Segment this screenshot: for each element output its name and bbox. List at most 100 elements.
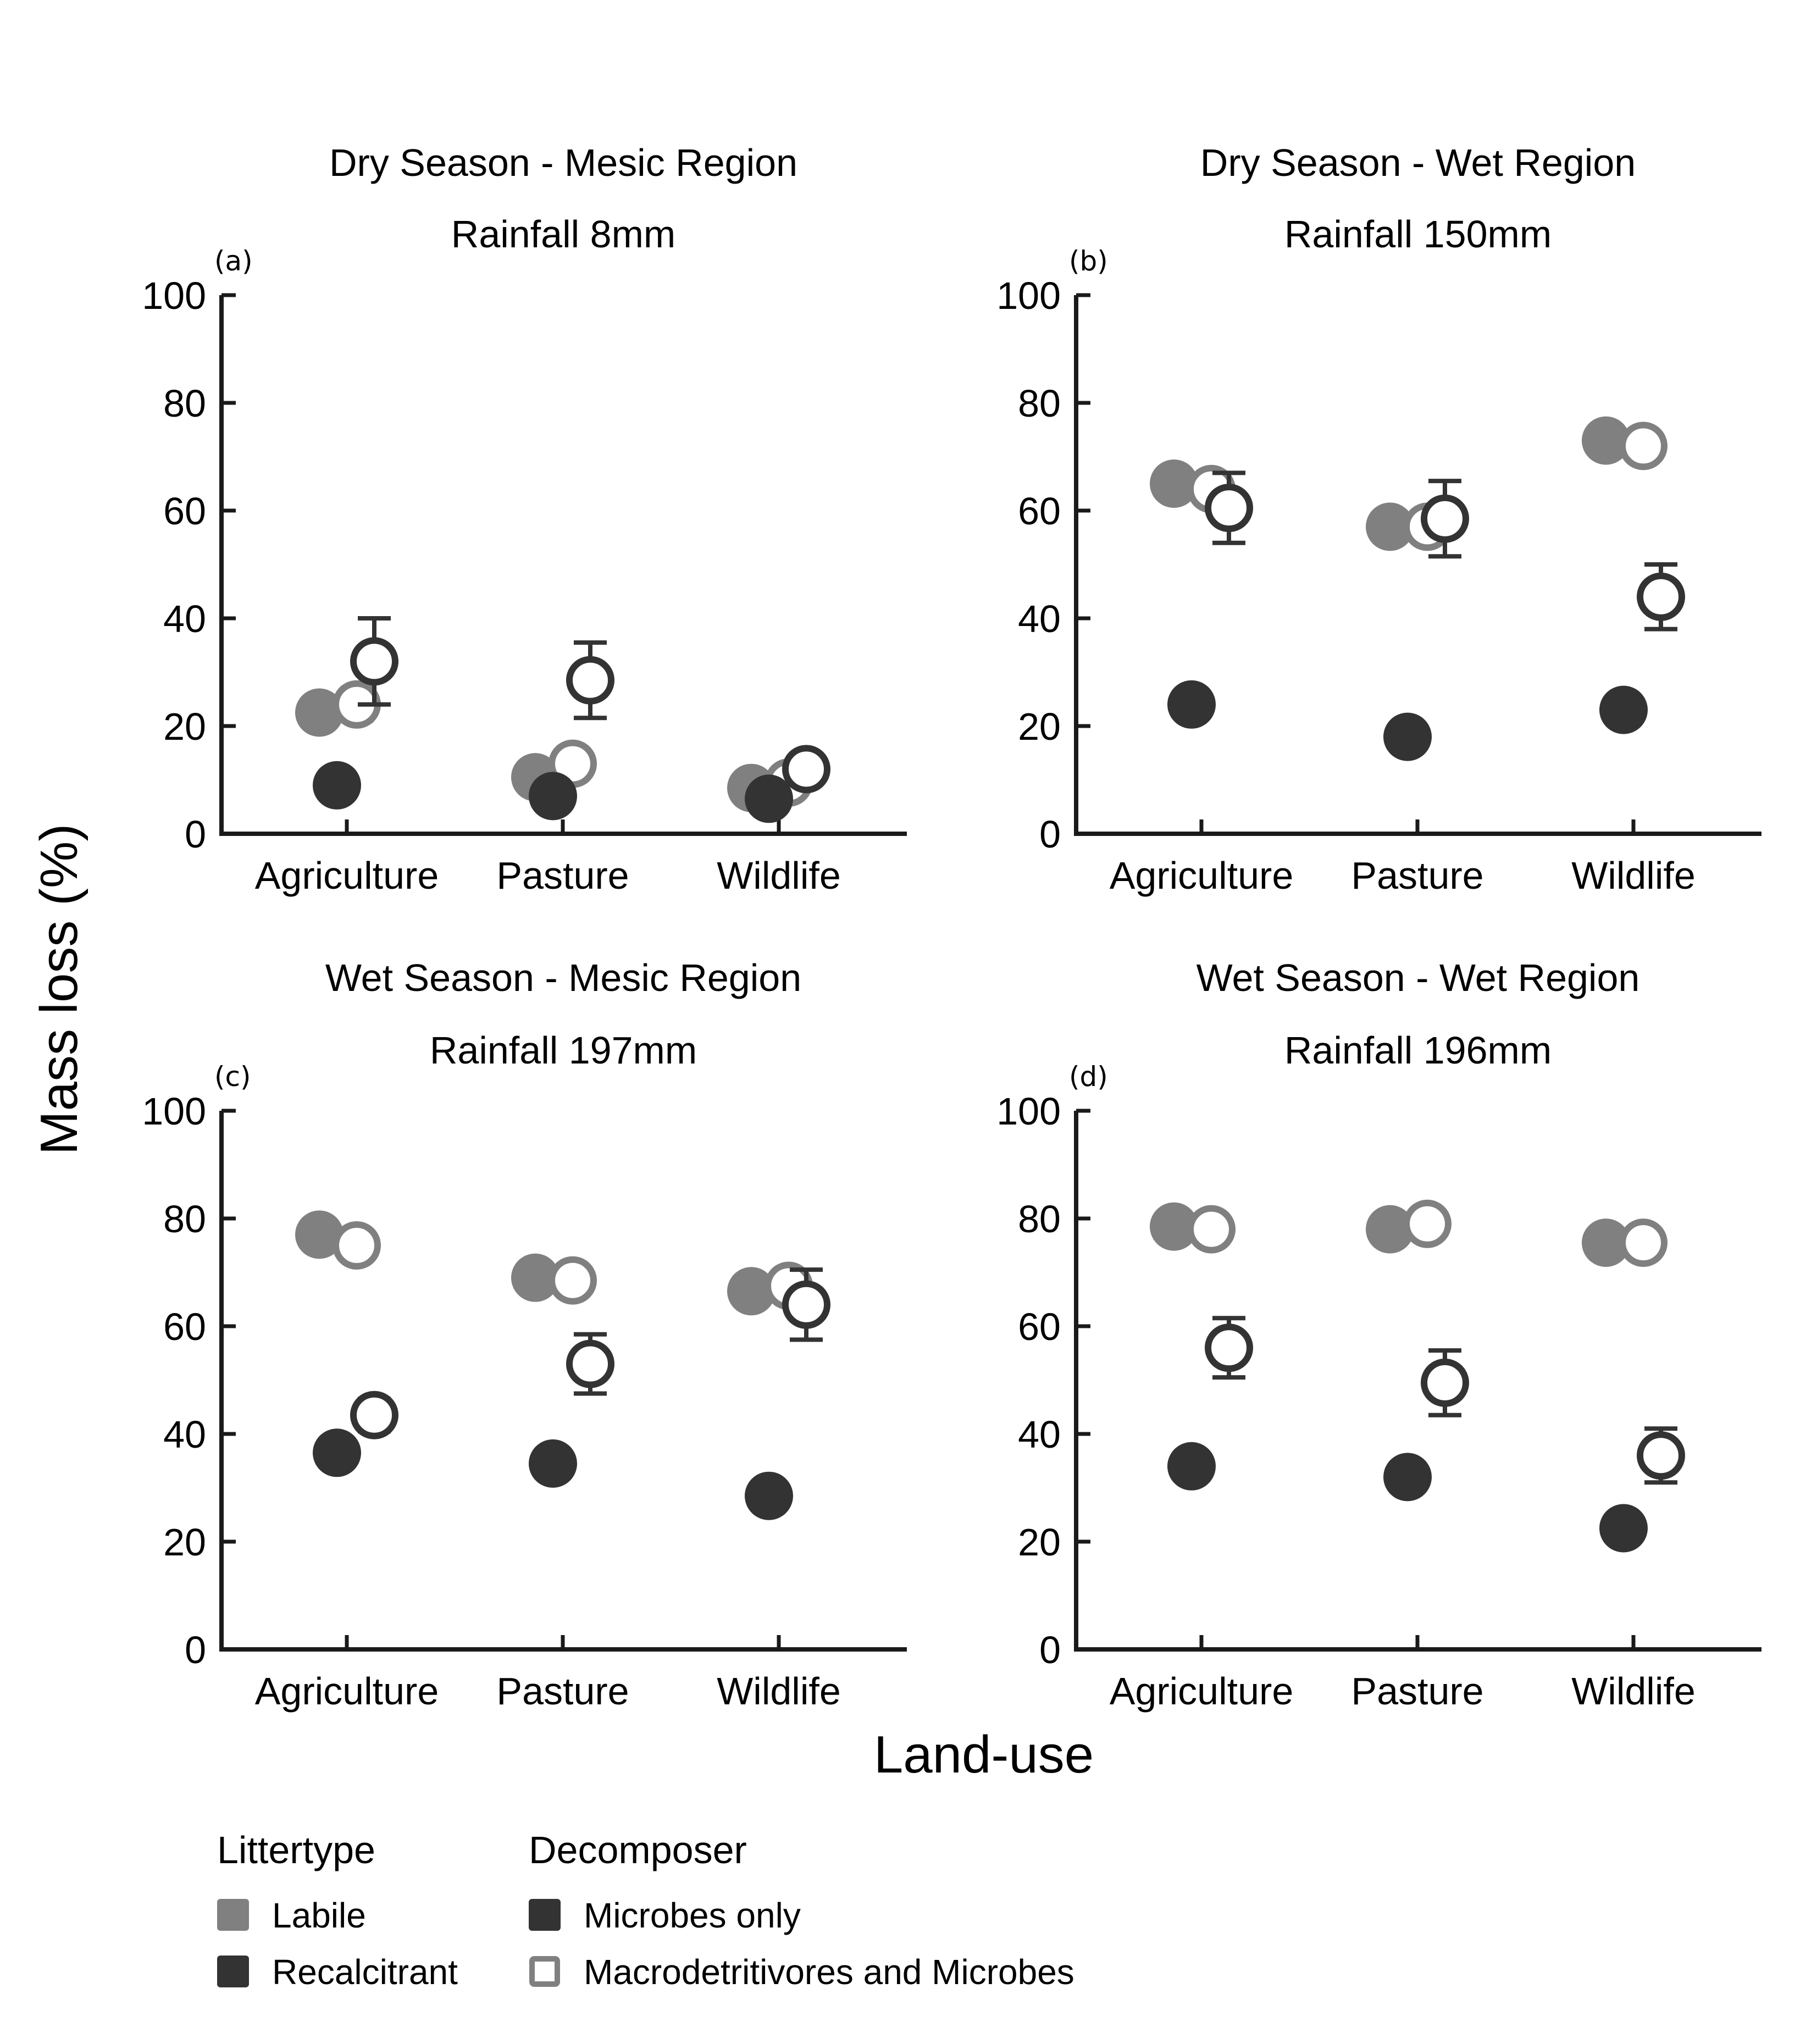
panel-title: Wet Season - Mesic Region (325, 956, 801, 999)
y-tick-label: 80 (163, 382, 206, 425)
legend-label-macrodetritivores: Macrodetritivores and Microbes (584, 1952, 1074, 1992)
y-tick-label: 80 (1018, 382, 1061, 425)
panel-title: Wet Season - Wet Region (1196, 956, 1640, 999)
y-tick-label: 100 (996, 1090, 1061, 1133)
y-tick-label: 20 (163, 1521, 206, 1564)
y-tick-label: 60 (1018, 490, 1061, 533)
legend-label-labile: Labile (272, 1896, 366, 1935)
point-labile-macro-agriculture (1187, 1205, 1236, 1254)
point-recalcitrant-macro-pasture (566, 1339, 614, 1388)
legend-swatch-microbes-only (529, 1899, 561, 1931)
y-tick-label: 20 (163, 705, 206, 748)
point-labile-microbes-agriculture (295, 1210, 344, 1259)
legend-title-littertype: Littertype (217, 1829, 375, 1871)
y-tick-label: 0 (1039, 813, 1061, 856)
point-recalcitrant-microbes-agriculture (313, 1428, 361, 1477)
y-tick-label: 40 (1018, 597, 1061, 640)
y-tick-label: 60 (1018, 1305, 1061, 1348)
y-tick-label: 80 (1018, 1198, 1061, 1240)
x-tick-label-agriculture: Agriculture (1110, 854, 1294, 897)
y-axis-title: Mass loss (%) (30, 824, 88, 1155)
point-recalcitrant-macro-wildlife (1637, 1431, 1685, 1480)
point-labile-microbes-agriculture (295, 688, 344, 737)
legend-label-recalcitrant: Recalcitrant (272, 1952, 458, 1992)
point-recalcitrant-macro-pasture (1421, 1358, 1469, 1407)
legend-label-microbes-only: Microbes only (584, 1896, 801, 1935)
panel-tag: (b) (1069, 245, 1108, 277)
y-tick-label: 100 (142, 274, 206, 317)
point-labile-microbes-wildlife (1582, 1218, 1630, 1267)
point-recalcitrant-microbes-pasture (529, 1439, 577, 1488)
x-tick-label-pasture: Pasture (1351, 1670, 1483, 1713)
panel-title: Dry Season - Mesic Region (329, 141, 797, 184)
panel-b: Dry Season - Wet Region Rainfall 150mm (b)… (996, 141, 1761, 897)
point-labile-microbes-pasture (511, 1253, 559, 1302)
panel-subtitle: Rainfall 150mm (1284, 213, 1552, 256)
legend: Littertype Labile Recalcitrant Decompose… (217, 1829, 1074, 1992)
legend-swatch-recalcitrant (217, 1956, 249, 1987)
x-tick-label-agriculture: Agriculture (255, 1670, 439, 1713)
point-recalcitrant-macro-agriculture (1205, 484, 1253, 533)
panel-tag: (a) (214, 245, 253, 277)
y-tick-label: 20 (1018, 705, 1061, 748)
x-tick-label-wildlife: Wildlife (1571, 1670, 1696, 1713)
point-recalcitrant-microbes-agriculture (313, 761, 361, 810)
x-tick-label-wildlife: Wildlife (717, 854, 841, 897)
x-tick-label-pasture: Pasture (1351, 854, 1483, 897)
point-labile-microbes-wildlife (727, 1267, 775, 1316)
point-recalcitrant-microbes-agriculture (1167, 680, 1216, 729)
y-tick-label: 100 (142, 1090, 206, 1133)
y-tick-label: 0 (185, 1628, 206, 1671)
point-labile-microbes-agriculture (1150, 459, 1198, 508)
panel-subtitle: Rainfall 196mm (1284, 1029, 1552, 1072)
legend-swatch-macrodetritivores (529, 1956, 560, 1987)
panel-tag: (d) (1069, 1061, 1108, 1093)
point-recalcitrant-microbes-pasture (1383, 712, 1432, 761)
point-recalcitrant-macro-pasture (1421, 494, 1469, 543)
y-tick-label: 40 (163, 597, 206, 640)
point-recalcitrant-microbes-wildlife (745, 774, 793, 823)
panel-d: Wet Season - Wet Region Rainfall 196mm (d)… (996, 956, 1761, 1713)
x-axis-title: Land-use (874, 1725, 1094, 1784)
point-recalcitrant-microbes-wildlife (745, 1471, 793, 1520)
panel-title: Dry Season - Wet Region (1200, 141, 1636, 184)
x-tick-label-pasture: Pasture (496, 854, 629, 897)
point-recalcitrant-macro-agriculture (350, 1391, 398, 1439)
point-labile-microbes-agriculture (1150, 1202, 1198, 1251)
y-tick-label: 80 (163, 1198, 206, 1240)
point-labile-macro-wildlife (1619, 422, 1668, 470)
panels: Dry Season - Mesic Region Rainfall 8mm (a)… (142, 141, 1761, 1713)
y-tick-label: 20 (1018, 1521, 1061, 1564)
y-tick-label: 60 (163, 490, 206, 533)
point-recalcitrant-microbes-wildlife (1599, 1504, 1648, 1553)
point-labile-microbes-pasture (1366, 1205, 1414, 1254)
point-labile-macro-pasture (549, 1256, 597, 1305)
point-labile-microbes-wildlife (1582, 416, 1630, 465)
panel-subtitle: Rainfall 197mm (430, 1029, 697, 1072)
panel-tag: (c) (214, 1061, 251, 1093)
point-recalcitrant-microbes-pasture (1383, 1453, 1432, 1502)
y-tick-label: 40 (1018, 1413, 1061, 1456)
point-recalcitrant-microbes-wildlife (1599, 685, 1648, 734)
x-tick-label-pasture: Pasture (496, 1670, 629, 1713)
x-tick-label-agriculture: Agriculture (1110, 1670, 1294, 1713)
panel-c: Wet Season - Mesic Region Rainfall 197mm (… (142, 956, 907, 1713)
panel-a: Dry Season - Mesic Region Rainfall 8mm (a)… (142, 141, 907, 897)
x-tick-label-wildlife: Wildlife (717, 1670, 841, 1713)
y-tick-label: 40 (163, 1413, 206, 1456)
point-labile-macro-agriculture (333, 1221, 381, 1270)
point-recalcitrant-macro-pasture (566, 656, 614, 705)
panel-subtitle: Rainfall 8mm (451, 213, 675, 256)
y-tick-label: 60 (163, 1305, 206, 1348)
y-tick-label: 100 (996, 274, 1061, 317)
y-tick-label: 0 (185, 813, 206, 856)
point-recalcitrant-macro-agriculture (1205, 1323, 1253, 1372)
point-labile-macro-wildlife (1619, 1218, 1668, 1267)
legend-title-decomposer: Decomposer (529, 1829, 747, 1871)
point-recalcitrant-macro-wildlife (782, 1280, 830, 1329)
x-tick-label-wildlife: Wildlife (1571, 854, 1696, 897)
legend-swatch-labile (217, 1899, 249, 1931)
point-recalcitrant-microbes-agriculture (1167, 1442, 1216, 1491)
point-recalcitrant-macro-wildlife (1637, 572, 1685, 621)
